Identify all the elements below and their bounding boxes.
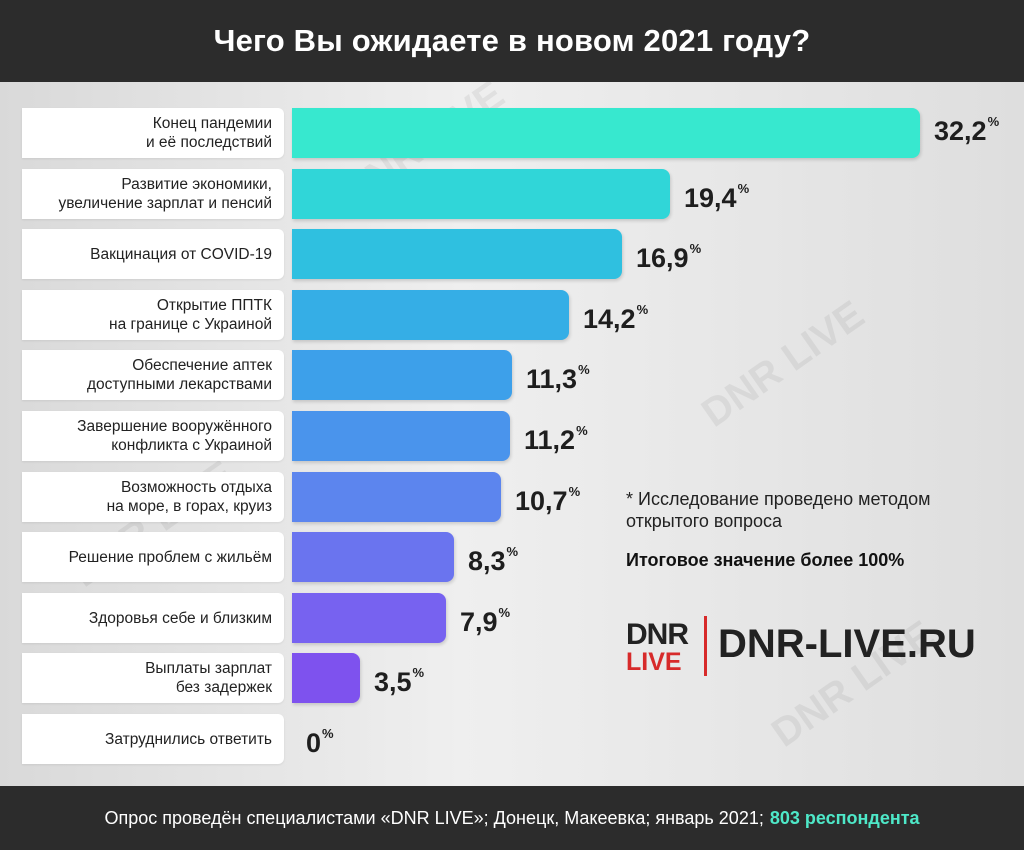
- bar: [292, 532, 454, 582]
- bar: [292, 411, 510, 461]
- data-label: 11,2%: [524, 423, 588, 455]
- bar: [292, 653, 360, 703]
- category-label: Здоровья себе и близким: [22, 593, 284, 643]
- bar: [292, 229, 622, 279]
- watermark: DNR LIVE: [693, 292, 873, 436]
- bar: [292, 593, 446, 643]
- data-label: 0%: [306, 726, 334, 758]
- category-label: Конец пандемии и её последствий: [22, 108, 284, 158]
- logo-separator: [704, 616, 707, 676]
- data-label: 8,3%: [468, 544, 519, 576]
- percent-sign: %: [568, 484, 581, 499]
- category-label-text: Развитие экономики, увеличение зарплат и …: [58, 176, 272, 212]
- logo-site-text: DNR-LIVE.RU: [718, 622, 976, 666]
- data-label: 14,2%: [583, 302, 649, 334]
- percent-sign: %: [636, 302, 649, 317]
- bar: [292, 169, 670, 219]
- category-label: Возможность отдыха на море, в горах, круи…: [22, 472, 284, 522]
- category-label-text: Завершение вооружённого конфликта с Украи…: [77, 418, 272, 454]
- data-label: 32,2%: [934, 114, 1000, 146]
- percent-sign: %: [576, 423, 588, 438]
- category-label: Завершение вооружённого конфликта с Украи…: [22, 411, 284, 461]
- bar: [292, 472, 501, 522]
- category-label-text: Конец пандемии и её последствий: [145, 115, 272, 151]
- percent-sign: %: [987, 114, 1000, 129]
- percent-sign: %: [689, 241, 702, 256]
- percent-sign: %: [578, 362, 590, 377]
- category-label: Вакцинация от COVID-19: [22, 229, 284, 279]
- category-label-text: Затруднились ответить: [105, 730, 272, 748]
- footer: Опрос проведён специалистами «DNR LIVE»;…: [0, 786, 1024, 850]
- respondents-count: 803 респондента: [769, 807, 920, 828]
- category-label: Затруднились ответить: [22, 714, 284, 764]
- category-label: Открытие ППТК на границе с Украиной: [22, 290, 284, 340]
- category-label-text: Открытие ППТК на границе с Украиной: [109, 297, 272, 333]
- total-note: Итоговое значение более 100%: [626, 550, 905, 570]
- bar: [292, 290, 569, 340]
- data-label: 19,4%: [684, 181, 750, 213]
- data-label: 16,9%: [636, 241, 702, 273]
- percent-sign: %: [506, 544, 519, 559]
- chart-title: Чего Вы ожидаете в новом 2021 году?: [0, 0, 1024, 82]
- bar: [292, 108, 920, 158]
- category-label: Развитие экономики, увеличение зарплат и …: [22, 169, 284, 219]
- logo-dnr-text: DNR: [626, 618, 689, 651]
- brand-logo: DNR LIVE DNR-LIVE.RU: [626, 612, 1006, 682]
- category-label-text: Здоровья себе и близким: [88, 609, 272, 627]
- category-label-text: Вакцинация от COVID-19: [90, 245, 272, 263]
- percent-sign: %: [412, 665, 425, 680]
- data-label: 7,9%: [460, 605, 511, 637]
- data-label: 10,7%: [515, 484, 581, 516]
- category-label-text: Выплаты зарплат без задержек: [145, 660, 272, 696]
- category-label-text: Возможность отдыха на море, в горах, круи…: [106, 479, 272, 515]
- category-label: Выплаты зарплат без задержек: [22, 653, 284, 703]
- category-label-text: Решение проблем с жильём: [68, 548, 272, 566]
- method-note: * Исследование проведено методом открыто…: [626, 489, 931, 531]
- data-label: 11,3%: [526, 362, 590, 394]
- footer-text: Опрос проведён специалистами «DNR LIVE»;…: [104, 807, 764, 828]
- data-label: 3,5%: [374, 665, 425, 697]
- percent-sign: %: [322, 726, 334, 741]
- bar: [292, 350, 512, 400]
- category-label-text: Обеспечение аптек доступными лекарствами: [86, 357, 272, 393]
- category-label: Обеспечение аптек доступными лекарствами: [22, 350, 284, 400]
- category-label: Решение проблем с жильём: [22, 532, 284, 582]
- percent-sign: %: [737, 181, 750, 196]
- percent-sign: %: [498, 605, 511, 620]
- logo-live-text: LIVE: [626, 648, 682, 676]
